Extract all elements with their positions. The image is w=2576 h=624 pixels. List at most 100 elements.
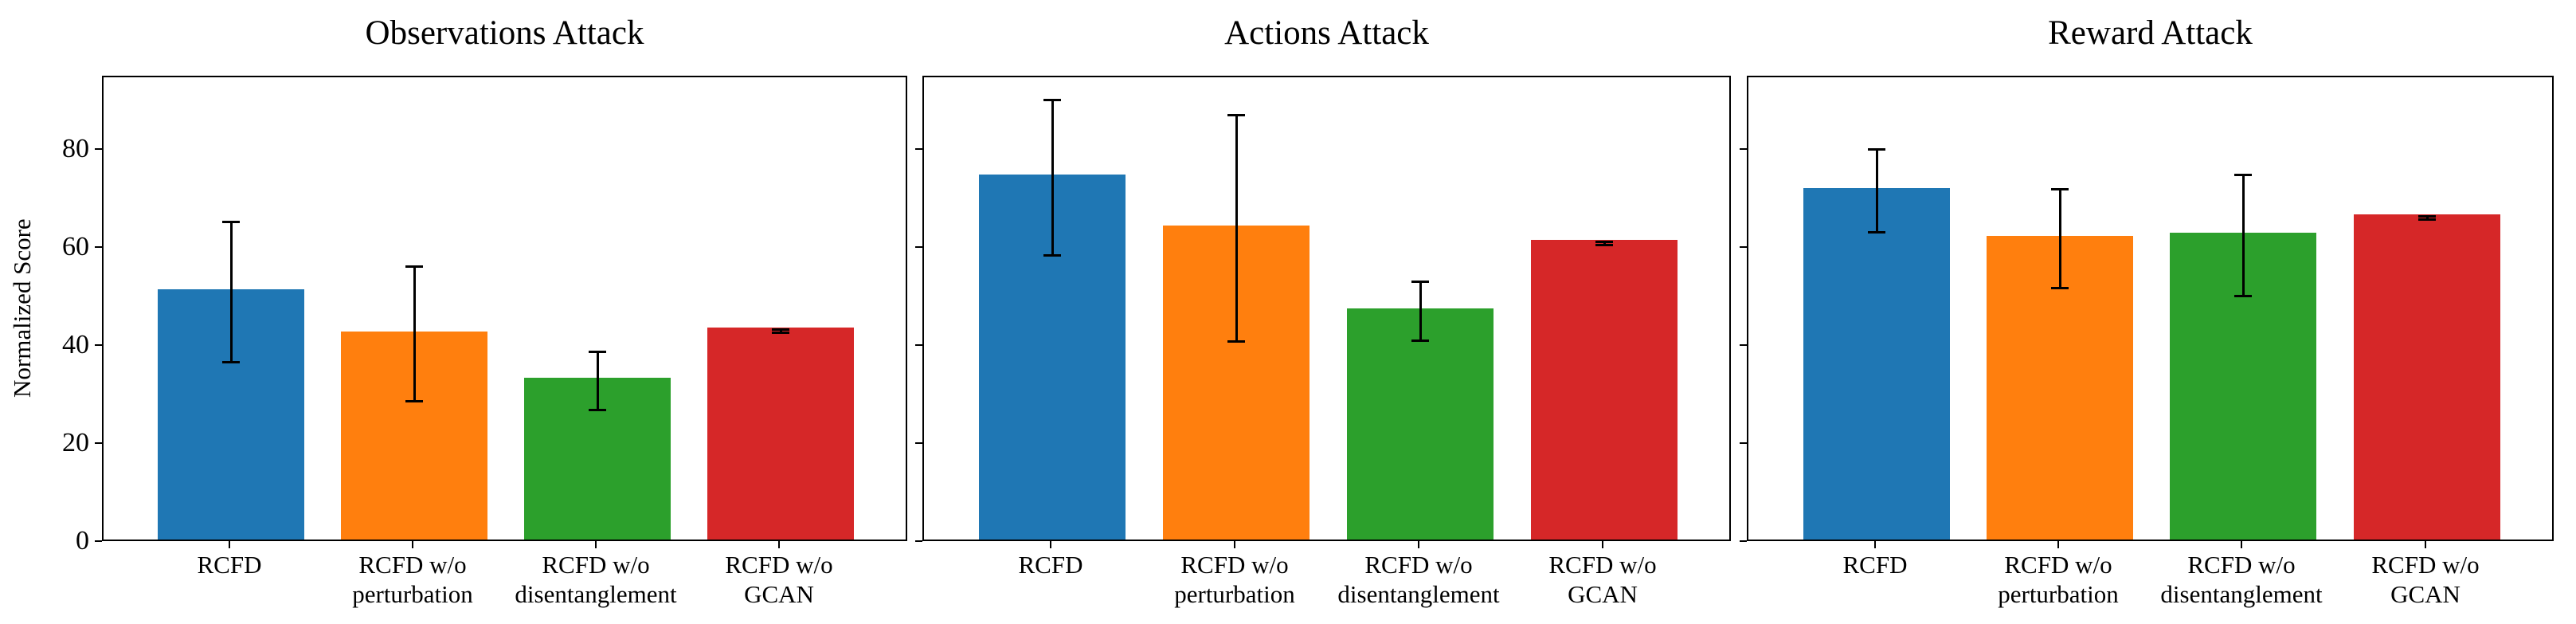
error-bar-cap-top <box>772 328 789 332</box>
x-tick-label: RCFD w/o perturbation <box>1035 550 1434 609</box>
bar-rcfd-w-o-gcan <box>2354 214 2500 540</box>
error-bar-cap-bottom <box>772 331 789 334</box>
error-bar-line <box>1875 149 1878 233</box>
y-tick-mark <box>95 344 102 347</box>
error-bar-cap-bottom <box>589 408 606 411</box>
x-tick-label: RCFD w/o GCAN <box>1403 550 1802 609</box>
x-tick-label: RCFD w/o GCAN <box>2226 550 2576 609</box>
x-tick-label: RCFD w/o GCAN <box>580 550 978 609</box>
x-tick-label-line: disentanglement <box>2160 580 2323 608</box>
error-bar-cap-top <box>1868 147 1885 151</box>
error-bar-cap-top <box>2051 187 2069 190</box>
x-tick-label-line: RCFD <box>1018 551 1083 579</box>
x-tick-label: RCFD w/o disentanglement <box>2042 550 2441 609</box>
x-tick-label-line: RCFD w/o <box>725 551 833 579</box>
y-tick-mark <box>1740 540 1747 542</box>
y-tick-mark <box>1740 148 1747 151</box>
x-tick-label: RCFD w/o perturbation <box>213 550 612 609</box>
x-tick-mark <box>778 541 780 548</box>
error-bar-line <box>1235 115 1238 342</box>
error-bar-cap-bottom <box>1411 339 1429 343</box>
x-tick-label-line: GCAN <box>1568 580 1638 608</box>
error-bar-line <box>1051 100 1054 256</box>
x-tick-label-line: perturbation <box>1174 580 1295 608</box>
x-tick-label-line: GCAN <box>2390 580 2461 608</box>
x-tick-label: RCFD <box>851 550 1250 579</box>
y-tick-mark <box>1740 344 1747 347</box>
error-bar-cap-bottom <box>1227 340 1245 343</box>
y-tick-label: 80 <box>62 134 89 164</box>
error-bar-cap-bottom <box>2234 294 2252 297</box>
x-tick-label-line: RCFD w/o <box>2371 551 2480 579</box>
error-bar-cap-bottom <box>1595 243 1613 246</box>
y-tick-mark <box>915 148 922 151</box>
x-tick-mark <box>1418 541 1419 548</box>
error-bar-cap-bottom <box>1868 231 1885 234</box>
x-tick-label: RCFD <box>1676 550 2074 579</box>
x-tick-label-line: RCFD w/o <box>2187 551 2296 579</box>
y-tick-label: 40 <box>62 330 89 360</box>
x-tick-label: RCFD <box>30 550 429 579</box>
error-bar-line <box>779 329 782 333</box>
bar-rcfd-w-o-disentanglement <box>1347 308 1494 540</box>
error-bar-cap-top <box>2234 174 2252 177</box>
x-tick-label-line: RCFD w/o <box>2004 551 2112 579</box>
x-tick-mark <box>595 541 597 548</box>
bar-rcfd <box>1803 188 1950 540</box>
y-tick-mark <box>95 540 102 542</box>
x-tick-mark <box>2241 541 2242 548</box>
x-tick-label-line: RCFD w/o <box>542 551 650 579</box>
x-tick-label-line: RCFD w/o <box>1180 551 1289 579</box>
x-tick-mark <box>2425 541 2426 548</box>
x-tick-label: RCFD w/o disentanglement <box>397 550 795 609</box>
x-tick-label-line: disentanglement <box>515 580 677 608</box>
error-bar-line <box>413 266 416 402</box>
y-tick-label: 60 <box>62 232 89 262</box>
y-tick-mark <box>95 442 102 445</box>
error-bar-line <box>596 351 599 410</box>
error-bar-cap-top <box>222 221 240 224</box>
x-tick-label-line: RCFD <box>1842 551 1908 579</box>
error-bar-line <box>2425 216 2429 220</box>
bar-rcfd-w-o-gcan <box>707 328 854 540</box>
x-tick-mark <box>2057 541 2059 548</box>
y-tick-label: 0 <box>76 526 89 555</box>
error-bar-line <box>2058 189 2061 288</box>
y-tick-mark <box>1740 442 1747 445</box>
error-bar-cap-bottom <box>2051 287 2069 290</box>
error-bar-cap-top <box>589 351 606 354</box>
x-tick-mark <box>1050 541 1051 548</box>
error-bar-cap-top <box>1411 281 1429 284</box>
x-tick-label-line: perturbation <box>352 580 473 608</box>
error-bar-cap-bottom <box>222 361 240 364</box>
error-bar-cap-top <box>2418 215 2436 218</box>
bar-rcfd-w-o-gcan <box>1531 240 1678 540</box>
error-bar-cap-top <box>1595 241 1613 244</box>
subplot-observations-attack <box>102 76 907 541</box>
error-bar-cap-bottom <box>1043 253 1061 257</box>
error-bar-cap-top <box>405 265 423 269</box>
y-tick-mark <box>915 442 922 445</box>
error-bar-line <box>229 222 233 363</box>
x-tick-mark <box>1234 541 1235 548</box>
y-tick-label: 20 <box>62 428 89 458</box>
error-bar-cap-bottom <box>405 400 423 403</box>
subplot-title-observations-attack: Observations Attack <box>365 14 644 52</box>
subplot-reward-attack <box>1747 76 2554 541</box>
x-tick-label: RCFD w/o perturbation <box>1859 550 2257 609</box>
error-bar-cap-top <box>1043 99 1061 102</box>
error-bar-line <box>1419 281 1422 341</box>
x-tick-mark <box>1874 541 1876 548</box>
y-tick-mark <box>95 246 102 249</box>
x-tick-mark <box>1602 541 1603 548</box>
y-tick-mark <box>915 540 922 542</box>
x-tick-label: RCFD w/o disentanglement <box>1219 550 1618 609</box>
x-tick-mark <box>412 541 413 548</box>
x-tick-label-line: RCFD w/o <box>358 551 467 579</box>
error-bar-line <box>2241 175 2245 296</box>
x-tick-label-line: RCFD <box>197 551 262 579</box>
y-tick-mark <box>95 148 102 151</box>
error-bar-cap-top <box>1227 113 1245 116</box>
x-tick-label-line: RCFD w/o <box>1364 551 1473 579</box>
